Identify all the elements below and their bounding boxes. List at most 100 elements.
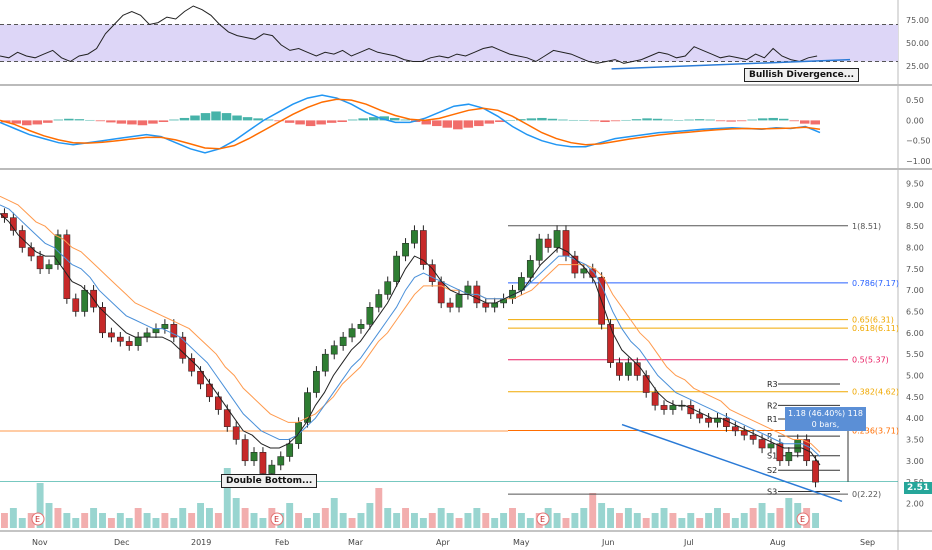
volume-bar — [580, 508, 588, 528]
candle-body — [304, 392, 311, 423]
volume-bar — [526, 518, 534, 528]
volume-bar — [1, 513, 8, 528]
macd-histogram-bar — [799, 120, 810, 124]
volume-bar — [197, 503, 204, 528]
volume-bar — [250, 513, 258, 528]
volume-bar — [767, 513, 775, 528]
candle-body — [286, 443, 294, 457]
candle-body — [731, 426, 739, 432]
candle-body — [232, 426, 240, 440]
earnings-marker-label: E — [35, 515, 40, 524]
candle-body — [259, 452, 267, 474]
price-tick-label: 4.00 — [906, 414, 924, 423]
macd-histogram-bar — [631, 119, 642, 121]
volume-bar — [464, 513, 472, 528]
macd-histogram-bar — [179, 117, 190, 121]
candle-body — [366, 306, 374, 325]
price-tick-label: 6.00 — [906, 329, 924, 338]
volume-bar — [589, 493, 597, 528]
macd-histogram-bar — [579, 120, 589, 121]
macd-histogram-bar — [379, 116, 389, 121]
volume-bar — [776, 508, 784, 528]
volume-bar — [482, 513, 490, 528]
volume-bar — [27, 513, 35, 528]
candle-body — [72, 298, 80, 312]
macd-histogram-bar — [22, 120, 32, 126]
volume-bar — [375, 488, 383, 528]
volume-bar — [660, 508, 668, 528]
rsi-tick-label: 25.00 — [906, 62, 929, 71]
channel-trendline — [621, 423, 843, 503]
macd-histogram-bar — [789, 120, 799, 122]
macd-histogram-bar — [95, 120, 106, 122]
volume-bar — [232, 498, 240, 528]
volume-bar — [669, 513, 677, 528]
price-tick-label: 7.50 — [906, 265, 924, 274]
macd-histogram-bar — [568, 119, 579, 121]
macd-histogram-bar — [169, 119, 179, 121]
candle-body — [616, 362, 623, 376]
fib-level-label: 0.382(4.62) — [852, 388, 899, 397]
volume-bar — [419, 518, 427, 528]
candle-body — [152, 328, 160, 334]
price-tick-label: 9.00 — [906, 201, 924, 210]
macd-histogram-bar — [600, 120, 610, 123]
macd-histogram-bar — [64, 118, 74, 121]
candle-body — [357, 324, 365, 329]
volume-bar — [54, 508, 62, 528]
volume-bar — [170, 518, 178, 528]
volume-bar — [206, 508, 213, 528]
macd-histogram-bar — [642, 118, 652, 121]
last-price-badge: 2.51 — [904, 482, 932, 494]
volume-bar — [107, 518, 115, 528]
macd-histogram-bar — [43, 120, 53, 123]
macd-histogram-bar — [778, 118, 789, 121]
macd-histogram-bar — [347, 119, 358, 121]
candle-body — [63, 234, 71, 299]
macd-histogram-bar — [610, 120, 621, 122]
volume-bar — [678, 518, 686, 528]
macd-histogram-bar — [263, 119, 274, 121]
macd-histogram-bar — [757, 118, 768, 121]
volume-bar — [607, 508, 614, 528]
candle-body — [313, 370, 320, 393]
macd-histogram-bar — [537, 117, 547, 121]
macd-histogram-bar — [516, 119, 526, 121]
volume-bar — [36, 483, 44, 528]
candle-body — [330, 345, 338, 355]
bullish-divergence-label[interactable]: Bullish Divergence... — [744, 68, 860, 82]
candle-body — [544, 238, 552, 248]
candle-body — [277, 456, 285, 466]
price-tick-label: 8.50 — [906, 222, 924, 231]
fib-level-label: 0.5(5.37) — [852, 356, 889, 365]
macd-histogram-bar — [242, 117, 253, 121]
candle-body — [642, 375, 650, 393]
macd-histogram-bar — [53, 119, 64, 121]
volume-bar — [45, 503, 53, 528]
macd-histogram-bar — [253, 118, 263, 121]
volume-bar — [223, 468, 231, 528]
volume-bar — [571, 513, 579, 528]
candle-body — [651, 392, 659, 406]
candle-body — [108, 332, 115, 338]
double-bottom-label[interactable]: Double Bottom... — [221, 474, 318, 488]
pivot-label: S1 — [767, 452, 777, 461]
volume-bar — [687, 513, 695, 528]
candle-body — [669, 405, 677, 410]
macd-histogram-bar — [463, 120, 474, 128]
macd-histogram-bar — [474, 120, 484, 127]
macd-histogram-bar — [400, 119, 410, 121]
candle-body — [696, 413, 704, 419]
volume-bar — [402, 508, 409, 528]
candle-body — [740, 430, 748, 436]
volume-bar — [758, 503, 766, 528]
volume-bar — [722, 513, 730, 528]
price-tick-label: 2.00 — [906, 499, 924, 508]
volume-bar — [72, 518, 80, 528]
macd-histogram-bar — [768, 117, 778, 121]
macd-histogram-bar — [526, 118, 537, 121]
macd-histogram-bar — [673, 119, 684, 121]
volume-bar — [125, 518, 133, 528]
macd-histogram-bar — [326, 120, 337, 123]
